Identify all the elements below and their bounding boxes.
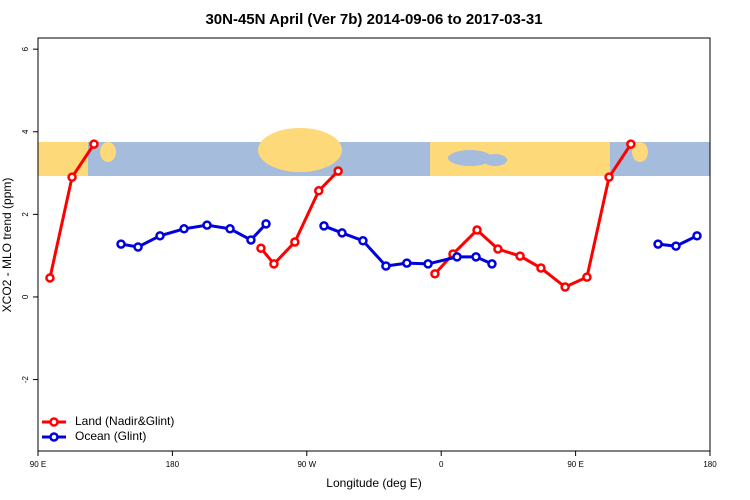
data-point <box>493 244 503 254</box>
y-axis-label: XCO2 - MLO trend (ppm) <box>0 178 14 313</box>
data-point <box>430 269 440 279</box>
series-line <box>120 222 268 249</box>
data-point <box>337 228 347 238</box>
data-point <box>202 220 212 230</box>
x-tick-label: 90 E <box>567 460 583 469</box>
data-point <box>246 235 256 245</box>
series-line <box>433 143 633 289</box>
data-point <box>155 231 165 241</box>
plot-frame <box>37 37 711 452</box>
x-tick-label: 180 <box>166 460 180 469</box>
y-tick-label: 0 <box>21 294 30 299</box>
legend-label: Ocean (Glint) <box>75 429 146 443</box>
data-point <box>319 221 329 231</box>
data-point <box>536 263 546 273</box>
data-point <box>269 259 279 269</box>
data-point <box>89 139 99 149</box>
data-point <box>402 258 412 268</box>
y-tick-label: 6 <box>21 46 30 51</box>
data-point <box>671 241 681 251</box>
y-tick-label: 4 <box>21 129 30 134</box>
data-point <box>626 139 636 149</box>
data-point <box>290 237 300 247</box>
legend-marker <box>49 432 59 442</box>
data-point <box>67 172 77 182</box>
data-point <box>133 242 143 252</box>
x-tick-label: 90 E <box>30 460 46 469</box>
data-point <box>487 259 497 269</box>
data-point <box>692 231 702 241</box>
data-point <box>653 239 663 249</box>
x-tick-label: 0 <box>439 460 444 469</box>
data-point <box>471 252 481 262</box>
data-point <box>179 224 189 234</box>
y-tick-label: 2 <box>21 212 30 217</box>
map-band <box>38 128 710 176</box>
data-point <box>116 239 126 249</box>
data-point <box>358 236 368 246</box>
data-point <box>381 261 391 271</box>
data-point <box>472 225 482 235</box>
data-point <box>452 252 462 262</box>
data-point <box>333 166 343 176</box>
data-point <box>423 259 433 269</box>
y-tick-label: -2 <box>21 375 30 383</box>
x-axis-label: Longitude (deg E) <box>326 476 421 490</box>
x-tick-label: 180 <box>703 460 717 469</box>
data-point <box>45 273 55 283</box>
data-point <box>560 282 570 292</box>
series-line <box>259 169 340 267</box>
data-point <box>225 224 235 234</box>
data-point <box>515 251 525 261</box>
data-point <box>604 172 614 182</box>
legend-label: Land (Nadir&Glint) <box>75 414 174 428</box>
data-point <box>256 243 266 253</box>
chart-title: 30N-45N April (Ver 7b) 2014-09-06 to 201… <box>205 11 542 28</box>
data-point <box>261 219 271 229</box>
data-point <box>582 272 592 282</box>
x-tick-label: 90 W <box>297 460 316 469</box>
legend-marker <box>49 417 59 427</box>
data-point <box>313 186 324 196</box>
